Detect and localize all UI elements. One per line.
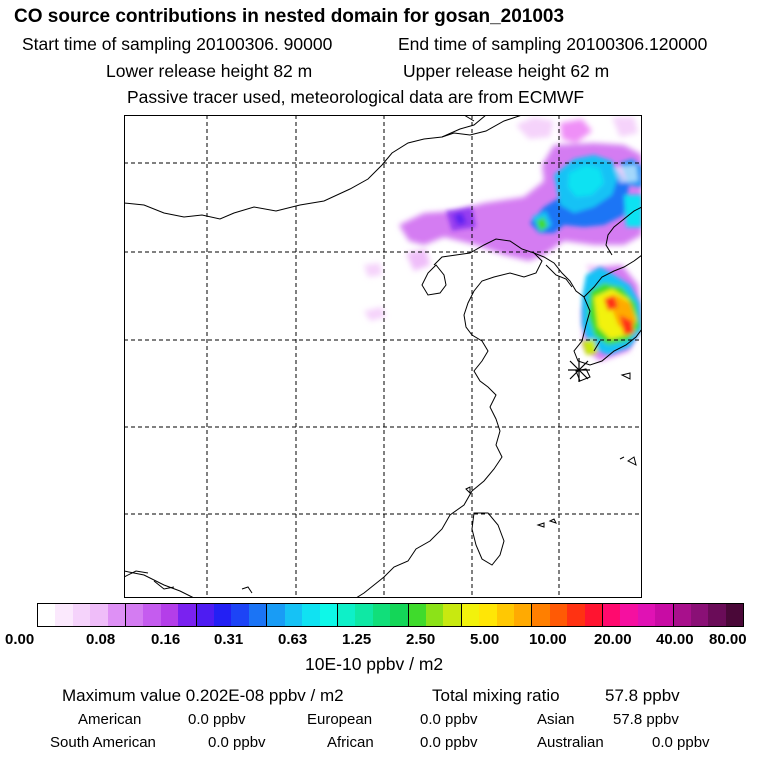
american-label: American: [78, 711, 142, 728]
colorbar-swatch: [90, 604, 108, 626]
african-label: African: [327, 734, 374, 751]
receptor-asterisk-icon: [568, 358, 590, 382]
map-panel: [124, 115, 642, 598]
european-value: 0.0 ppbv: [420, 711, 478, 728]
colorbar-swatch: [584, 604, 602, 626]
asian-label: Asian: [537, 711, 575, 728]
max-value-label: Maximum value 0.202E-08 ppbv / m2: [62, 686, 344, 705]
colorbar-swatch: [460, 604, 480, 626]
colorbar-tick: 20.00: [594, 631, 632, 648]
colorbar-swatch: [443, 604, 461, 626]
colorbar-swatch: [107, 604, 126, 626]
concentration-field: [364, 117, 642, 361]
colorbar-swatch: [496, 604, 514, 626]
colorbar-swatch: [302, 604, 320, 626]
colorbar-tick: 5.00: [470, 631, 500, 648]
asian-value: 57.8 ppbv: [613, 711, 679, 728]
lower-height-label: Lower release height 82 m: [106, 61, 313, 81]
colorbar-tick: 40.00: [656, 631, 694, 648]
map-frame: [124, 115, 642, 598]
colorbar-tick: 10.00: [529, 631, 567, 648]
colorbar-tick: 0.31: [214, 631, 244, 648]
colorbar-swatch: [390, 604, 408, 626]
colorbar-tick: 0.63: [278, 631, 308, 648]
colorbar-tick: 0.08: [86, 631, 116, 648]
colorbar-unit-label: 10E-10 ppbv / m2: [305, 654, 444, 674]
colorbar-swatch: [248, 604, 267, 626]
end-time-label: End time of sampling 20100306.120000: [398, 34, 708, 54]
colorbar-swatch: [72, 604, 91, 626]
map-grid: [124, 115, 642, 598]
colorbar-swatch: [266, 604, 285, 626]
colorbar-tick: 80.00: [709, 631, 747, 648]
american-value: 0.0 ppbv: [188, 711, 246, 728]
colorbar-swatch: [655, 604, 673, 626]
colorbar-swatch: [425, 604, 444, 626]
total-mixing-value: 57.8 ppbv: [605, 686, 680, 705]
colorbar-swatch: [725, 604, 744, 626]
south-american-value: 0.0 ppbv: [208, 734, 266, 751]
colorbar-swatch: [195, 604, 215, 626]
colorbar-swatch: [620, 604, 638, 626]
colorbar-swatch: [178, 604, 196, 626]
colorbar-swatch: [125, 604, 144, 626]
colorbar-swatch: [372, 604, 391, 626]
colorbar-swatch: [708, 604, 726, 626]
colorbar-swatch: [549, 604, 568, 626]
colorbar-tick: 0.16: [151, 631, 181, 648]
colorbar-swatch: [231, 604, 249, 626]
colorbar-swatch: [513, 604, 532, 626]
colorbar-swatch: [284, 604, 303, 626]
colorbar-swatch: [672, 604, 692, 626]
colorbar-swatch: [38, 604, 56, 626]
colorbar-swatch: [355, 604, 373, 626]
page-title: CO source contributions in nested domain…: [14, 6, 565, 27]
colorbar-swatch: [319, 604, 337, 626]
colorbar-swatch: [160, 604, 179, 626]
passive-tracer-label: Passive tracer used, meteorological data…: [127, 87, 585, 107]
australian-label: Australian: [537, 734, 604, 751]
start-time-label: Start time of sampling 20100306. 90000: [22, 34, 333, 54]
colorbar-swatch: [479, 604, 497, 626]
colorbar-swatch: [214, 604, 232, 626]
colorbar-swatch: [143, 604, 161, 626]
colorbar-swatch: [602, 604, 621, 626]
south-american-label: South American: [50, 734, 156, 751]
colorbar-swatch: [691, 604, 709, 626]
australian-value: 0.0 ppbv: [652, 734, 710, 751]
colorbar-swatch: [407, 604, 426, 626]
colorbar-swatch: [637, 604, 656, 626]
african-value: 0.0 ppbv: [420, 734, 478, 751]
total-mixing-label: Total mixing ratio: [432, 686, 560, 705]
colorbar: [37, 603, 744, 627]
colorbar-swatch: [567, 604, 585, 626]
colorbar-swatch: [531, 604, 550, 626]
colorbar-swatch: [55, 604, 73, 626]
colorbar-swatch: [336, 604, 356, 626]
european-label: European: [307, 711, 373, 728]
colorbar-tick: 1.25: [342, 631, 372, 648]
upper-height-label: Upper release height 62 m: [403, 61, 610, 81]
colorbar-tick: 0.00: [5, 631, 35, 648]
colorbar-tick: 2.50: [406, 631, 436, 648]
coastlines: [124, 115, 642, 598]
